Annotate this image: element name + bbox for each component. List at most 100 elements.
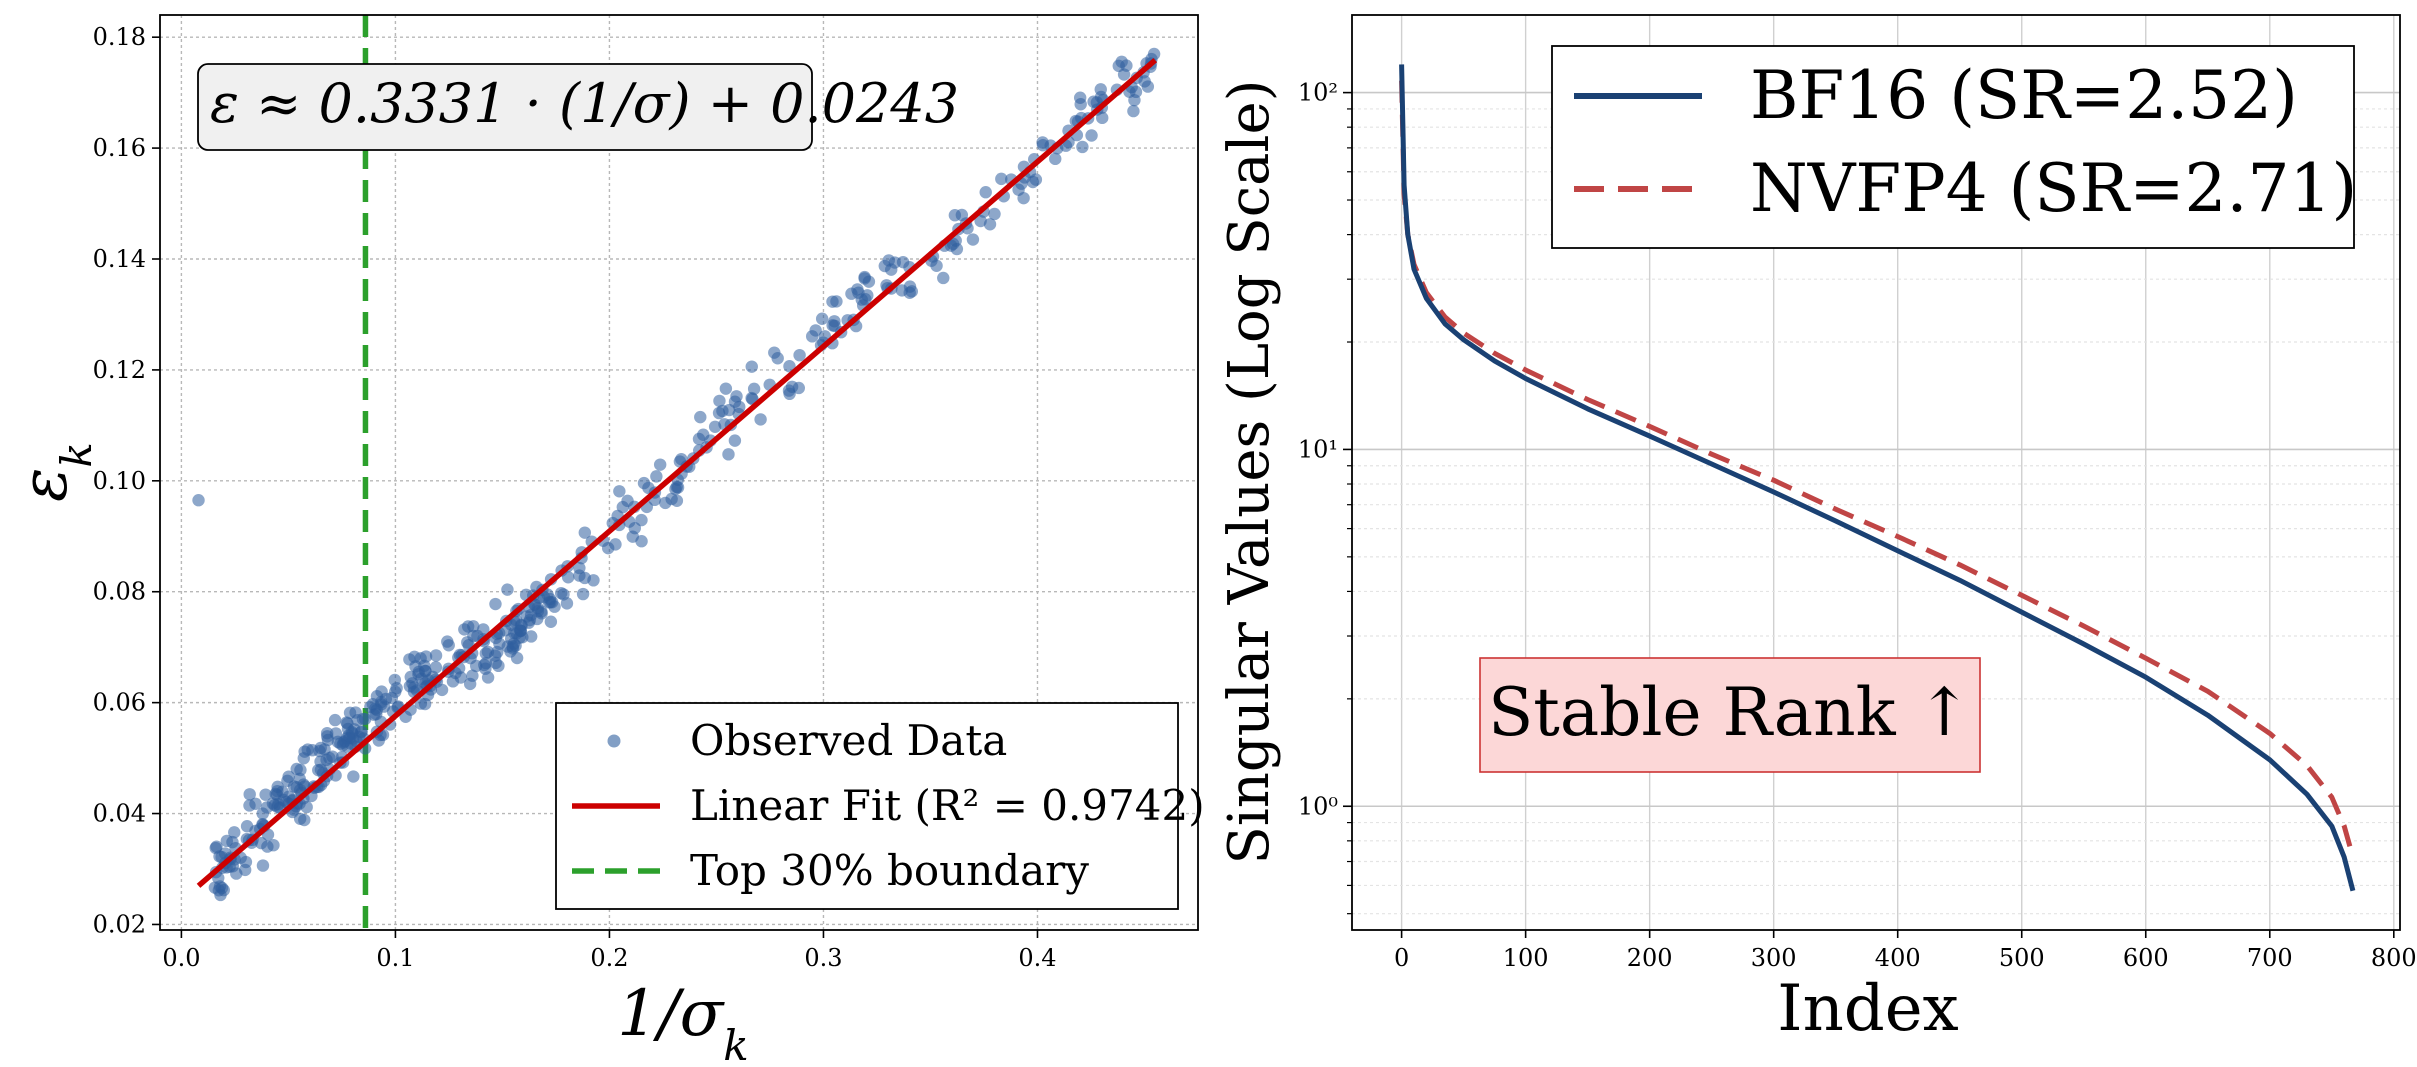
scatter-point	[815, 312, 829, 325]
scatter-point	[783, 360, 796, 373]
scatter-point	[650, 470, 663, 483]
scatter-point	[342, 729, 355, 742]
scatter-point	[995, 172, 1008, 186]
scatter-point	[930, 259, 943, 272]
scatter-point	[1127, 104, 1140, 118]
left-fit-layer	[196, 58, 1157, 888]
y-tick-label: 0.10	[93, 467, 146, 495]
scatter-point	[983, 218, 997, 231]
scatter-point	[429, 649, 443, 662]
x-tick-label: 0.3	[804, 944, 842, 972]
scatter-point	[429, 661, 443, 674]
scatter-point	[728, 434, 742, 447]
scatter-point	[708, 420, 722, 433]
scatter-point	[217, 883, 230, 897]
scatter-point	[267, 838, 280, 852]
scatter-point	[282, 770, 295, 783]
scatter-point	[228, 826, 241, 839]
scatter-point	[719, 382, 733, 395]
scatter-point	[713, 394, 726, 408]
scatter-point	[659, 496, 672, 510]
right-plot-frame	[1351, 14, 2401, 931]
scatter-point	[491, 645, 504, 659]
scatter-point	[988, 207, 1001, 221]
x-tick-label: 0.4	[1018, 944, 1056, 972]
scatter-point	[239, 855, 253, 869]
x-tick-label: 700	[2247, 944, 2293, 972]
scatter-point	[467, 620, 480, 633]
right-x-axis-label: Index	[1777, 972, 1958, 1046]
scatter-point	[1112, 59, 1125, 73]
legend-frame	[1551, 45, 2355, 249]
scatter-point	[578, 571, 591, 585]
scatter-point	[576, 587, 590, 601]
scatter-point	[826, 295, 839, 308]
scatter-point	[514, 618, 528, 632]
scatter-point	[1029, 173, 1043, 186]
scatter-point	[948, 209, 962, 222]
scatter-point	[903, 286, 916, 299]
stable-rank-text: Stable Rank ↑	[1488, 674, 1972, 751]
scatter-point	[828, 315, 841, 328]
scatter-point	[966, 233, 980, 246]
scatter-point	[745, 360, 758, 373]
scatter-point	[653, 458, 667, 471]
left-x-axis-label-main: 1/σ	[617, 977, 725, 1051]
x-tick-label: 300	[1751, 944, 1797, 972]
scatter-point	[635, 535, 648, 548]
scatter-point	[408, 650, 421, 664]
series-line-bf16	[1399, 64, 2356, 892]
scatter-point	[418, 697, 432, 711]
scatter-point	[793, 348, 806, 362]
right-ticks: 0 100 200 300 400 500 600 700 800 10⁰ 10¹ 10²	[1298, 79, 2417, 972]
left-legend: Observed Data Linear Fit (R² = 0.9742) Top…	[555, 702, 1205, 910]
scatter-point	[1017, 191, 1030, 205]
left-ticks: 0.0 0.1 0.2 0.3 0.4 0.02 0.04 0.06 0.08 0.10 0.12 0…	[93, 23, 1057, 972]
scatter-point	[269, 787, 282, 801]
scatter-point	[694, 410, 707, 424]
scatter-point	[525, 630, 538, 643]
y-tick-label: 0.16	[93, 134, 146, 162]
scatter-point	[466, 669, 479, 682]
x-tick-label: 0	[1394, 944, 1409, 972]
fit-line	[196, 58, 1157, 888]
scatter-point	[347, 770, 360, 783]
scatter-point-outlier	[192, 494, 205, 507]
scatter-point	[635, 513, 648, 527]
scatter-point	[298, 813, 311, 827]
scatter-point	[298, 745, 311, 758]
x-tick-label: 200	[1627, 944, 1673, 972]
scatter-point	[220, 834, 234, 848]
scatter-point	[771, 352, 784, 365]
left-equation-box: ε ≈ 0.3331 · (1/σ) + 0.0243	[197, 63, 959, 151]
right-series	[1399, 64, 2356, 892]
scatter-point	[442, 639, 455, 652]
scatter-point	[379, 692, 393, 706]
left-plot-frame	[159, 14, 1199, 931]
x-tick-label: 500	[1999, 944, 2045, 972]
scatter-point	[328, 713, 342, 727]
x-tick-label: 800	[2371, 944, 2417, 972]
scatter-point	[560, 597, 574, 610]
scatter-point	[271, 800, 284, 814]
y-tick-label: 10⁰	[1298, 792, 1338, 820]
scatter-point	[613, 485, 626, 498]
scatter-point	[256, 859, 270, 872]
scatter-point	[1049, 152, 1062, 166]
equation-text: ε ≈ 0.3331 · (1/σ) + 0.0243	[210, 72, 959, 135]
scatter-point	[479, 647, 493, 660]
scatter-point	[1036, 136, 1049, 149]
scatter-point	[399, 710, 412, 723]
scatter-point	[669, 482, 682, 496]
y-tick-label: 0.12	[93, 356, 146, 384]
scatter-point	[858, 272, 871, 285]
stable-rank-box: Stable Rank ↑	[1479, 657, 1981, 773]
scatter-point	[259, 788, 272, 801]
left-x-axis-label-subscript: k	[723, 1021, 748, 1067]
x-tick-label: 0.1	[376, 944, 414, 972]
legend-label: Linear Fit (R² = 0.9742)	[690, 781, 1205, 830]
left-y-axis-label: εk	[8, 442, 101, 502]
scatter-point	[544, 615, 558, 628]
scatter-point	[290, 781, 303, 794]
equation-box-frame	[197, 63, 813, 151]
